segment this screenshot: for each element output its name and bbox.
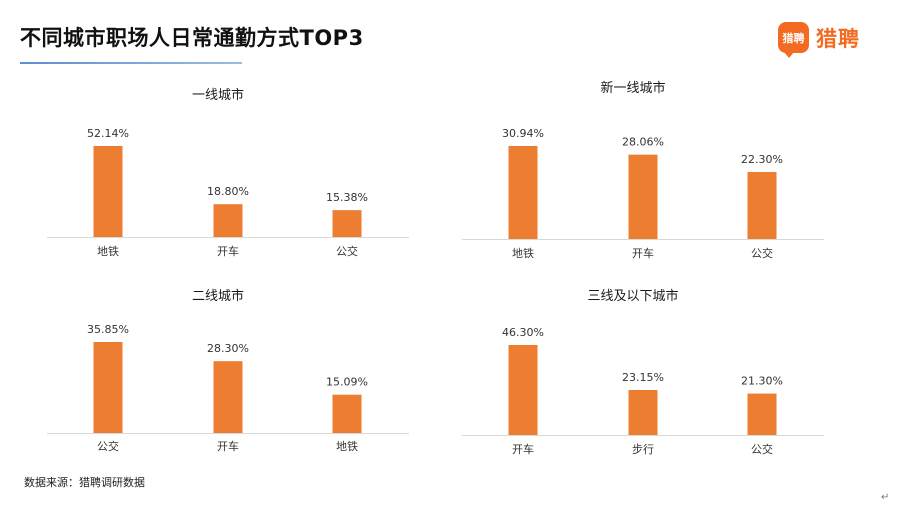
category-label-tier3-below-2: 公交 (751, 442, 773, 456)
paragraph-return-mark: ↵ (881, 492, 890, 503)
chart-panel-tier3-below: 三线及以下城市 46.30% 开车 23.15% 步行 21.30% 公交 (462, 283, 824, 459)
bar-tier3-below-1 (628, 390, 658, 435)
source-note: 数据来源：猎聘调研数据 (24, 476, 145, 489)
bar-tier1-2 (332, 210, 362, 237)
bar-tier1-1 (213, 204, 243, 237)
page-title: 不同城市职场人日常通勤方式TOP3 (20, 26, 364, 50)
title-underline (20, 62, 242, 64)
data-label-new-tier1-1: 28.06% (622, 136, 664, 149)
bar-tier3-below-2 (747, 393, 777, 435)
category-label-tier2-0: 公交 (97, 439, 119, 453)
bar-new-tier1-0 (508, 146, 538, 239)
chart-panel-tier1: 一线城市 52.14% 地铁 18.80% 开车 15.38% 公交 (47, 75, 409, 265)
category-label-new-tier1-0: 地铁 (512, 247, 534, 260)
bar-tier2-2 (332, 394, 362, 433)
chart-title-new-tier1: 新一线城市 (600, 80, 665, 96)
chart-title-tier3-below: 三线及以下城市 (587, 288, 678, 304)
bar-tier3-below-0 (508, 345, 538, 435)
data-label-tier3-below-0: 46.30% (502, 326, 544, 339)
data-label-tier2-2: 15.09% (326, 376, 368, 389)
chart-title-tier2: 二线城市 (192, 288, 244, 304)
category-label-tier3-below-1: 步行 (632, 443, 654, 456)
data-label-tier1-1: 18.80% (207, 185, 249, 198)
category-label-tier2-1: 开车 (217, 439, 239, 453)
category-label-tier1-2: 公交 (336, 244, 358, 258)
chart-svg-tier1: 一线城市 52.14% 地铁 18.80% 开车 15.38% 公交 (47, 87, 409, 258)
category-label-tier2-2: 地铁 (336, 440, 358, 453)
data-label-tier3-below-1: 23.15% (622, 371, 664, 384)
logo-badge-icon: 猎聘 (778, 22, 809, 58)
data-label-tier2-0: 35.85% (87, 323, 129, 336)
data-label-tier2-1: 28.30% (207, 342, 249, 355)
chart-svg-tier2: 二线城市 35.85% 公交 28.30% 开车 15.09% 地铁 (47, 288, 409, 453)
chart-svg-tier3-below: 三线及以下城市 46.30% 开车 23.15% 步行 21.30% 公交 (462, 288, 824, 456)
data-label-new-tier1-2: 22.30% (741, 153, 783, 166)
category-label-tier1-1: 开车 (217, 244, 239, 258)
bar-tier2-0 (93, 342, 123, 433)
liepin-logo: 猎聘 猎聘 (778, 22, 860, 58)
chart-title-tier1: 一线城市 (192, 87, 244, 103)
bar-new-tier1-2 (747, 171, 777, 239)
chart-svg-new-tier1: 新一线城市 30.94% 地铁 28.06% 开车 22.30% 公交 (462, 80, 824, 260)
bar-tier1-0 (93, 146, 123, 237)
chart-panel-tier2: 二线城市 35.85% 公交 28.30% 开车 15.09% 地铁 (47, 283, 409, 459)
data-label-tier1-0: 52.14% (87, 127, 129, 140)
data-label-tier1-2: 15.38% (326, 191, 368, 204)
data-label-new-tier1-0: 30.94% (502, 127, 544, 140)
chart-panel-new-tier1: 新一线城市 30.94% 地铁 28.06% 开车 22.30% 公交 (462, 75, 824, 265)
bar-new-tier1-1 (628, 154, 658, 239)
bar-tier2-1 (213, 361, 243, 433)
category-label-new-tier1-2: 公交 (751, 246, 773, 260)
category-label-tier3-below-0: 开车 (512, 442, 534, 456)
logo-text: 猎聘 (816, 26, 860, 51)
category-label-new-tier1-1: 开车 (632, 246, 654, 260)
category-label-tier1-0: 地铁 (97, 245, 119, 258)
data-label-tier3-below-2: 21.30% (741, 375, 783, 388)
